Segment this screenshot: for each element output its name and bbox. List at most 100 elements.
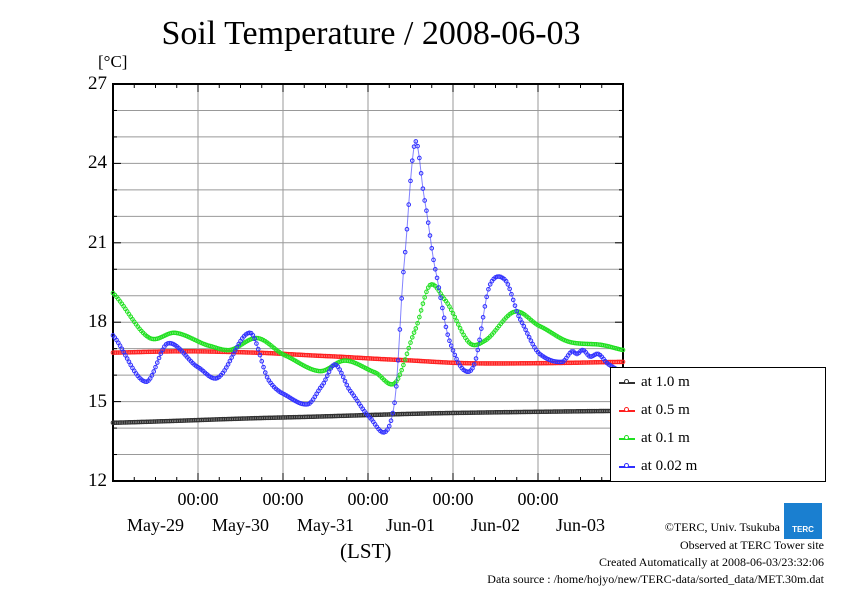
- data-point: [436, 285, 442, 290]
- y-tick-label: 27: [88, 73, 107, 94]
- legend-swatch: [619, 378, 635, 384]
- data-point: [344, 382, 350, 388]
- data-point: [340, 374, 346, 380]
- data-point: [484, 294, 489, 300]
- credit-copyright: ©TERC, Univ. Tsukuba: [664, 520, 780, 534]
- data-point: [514, 308, 520, 314]
- data-point: [390, 410, 396, 416]
- data-point: [339, 370, 344, 376]
- x-tick-label: 00:00: [432, 489, 474, 509]
- data-point: [450, 311, 456, 316]
- data-point: [250, 332, 256, 338]
- data-point: [526, 334, 532, 340]
- data-point: [401, 362, 406, 368]
- legend-label: at 1.0 m: [641, 374, 690, 390]
- data-point: [255, 346, 261, 352]
- day-label: May-29: [127, 515, 184, 535]
- data-point: [408, 340, 413, 345]
- data-point: [337, 367, 342, 372]
- legend-label: at 0.5 m: [641, 402, 690, 418]
- data-point: [232, 348, 238, 353]
- data-point: [399, 296, 404, 301]
- series-at-0-02-m: [110, 139, 626, 435]
- legend-label: at 0.02 m: [641, 458, 698, 474]
- data-point: [438, 295, 443, 301]
- data-point: [432, 266, 438, 272]
- data-point: [397, 372, 403, 378]
- data-point: [443, 324, 449, 330]
- data-point: [413, 139, 419, 144]
- data-point: [512, 303, 518, 308]
- data-point: [525, 331, 530, 336]
- data-point: [441, 315, 447, 321]
- data-point: [158, 351, 164, 356]
- y-tick-label: 21: [88, 231, 107, 253]
- data-point: [394, 384, 399, 389]
- legend-swatch: [619, 434, 635, 440]
- data-point: [509, 291, 514, 297]
- y-tick-label: 18: [88, 311, 107, 333]
- data-point: [471, 362, 477, 367]
- data-point: [482, 304, 488, 309]
- data-point: [507, 286, 512, 292]
- data-point: [510, 297, 516, 303]
- data-point: [620, 359, 626, 365]
- x-axis-label: (LST): [340, 539, 392, 563]
- data-point: [528, 338, 534, 344]
- data-point: [521, 323, 527, 329]
- data-point: [516, 313, 521, 319]
- data-point: [324, 373, 330, 379]
- data-point: [452, 352, 458, 358]
- data-point: [473, 356, 479, 361]
- data-point: [388, 418, 394, 424]
- data-point: [411, 330, 417, 335]
- data-point: [409, 158, 415, 163]
- data-point: [402, 357, 408, 362]
- data-point: [408, 178, 413, 184]
- data-point: [477, 337, 482, 343]
- data-point: [420, 186, 426, 191]
- data-point: [418, 170, 424, 176]
- legend-item: at 0.5 m: [619, 402, 690, 419]
- data-point: [427, 233, 433, 238]
- data-point: [424, 208, 429, 213]
- day-label: May-31: [297, 515, 354, 535]
- day-label: May-30: [212, 515, 269, 535]
- data-point: [231, 351, 236, 357]
- x-tick-label: 00:00: [177, 489, 219, 509]
- data-point: [505, 282, 511, 287]
- data-point: [418, 308, 424, 313]
- data-point: [434, 275, 440, 281]
- data-point: [448, 307, 454, 313]
- y-tick-label: 24: [88, 152, 107, 174]
- credit-observed: Observed at TERC Tower site: [679, 538, 824, 552]
- data-point: [420, 301, 426, 306]
- data-point: [479, 326, 484, 331]
- data-point: [486, 286, 491, 292]
- data-point: [395, 376, 401, 381]
- data-point: [447, 304, 452, 309]
- data-point: [406, 345, 412, 351]
- data-point: [153, 364, 158, 370]
- data-point: [480, 314, 486, 320]
- x-tick-label: 00:00: [262, 489, 304, 509]
- series-at-0-1-m: [110, 282, 626, 387]
- data-point: [415, 143, 420, 149]
- data-point: [386, 423, 392, 429]
- data-point: [404, 226, 410, 232]
- legend-swatch: [619, 406, 635, 412]
- legend: at 1.0 m at 0.5 m at 0.1 m at 0.02 m: [610, 367, 826, 482]
- data-point: [620, 347, 626, 353]
- data-point: [417, 314, 422, 320]
- data-point: [429, 245, 435, 251]
- x-tick-label: 00:00: [347, 489, 389, 509]
- data-point: [321, 380, 327, 386]
- data-point: [326, 369, 332, 375]
- data-point: [569, 349, 574, 354]
- data-point: [264, 374, 270, 380]
- legend-label: at 0.1 m: [641, 430, 690, 446]
- data-point: [404, 351, 410, 357]
- data-point: [618, 359, 624, 365]
- data-point: [399, 367, 404, 373]
